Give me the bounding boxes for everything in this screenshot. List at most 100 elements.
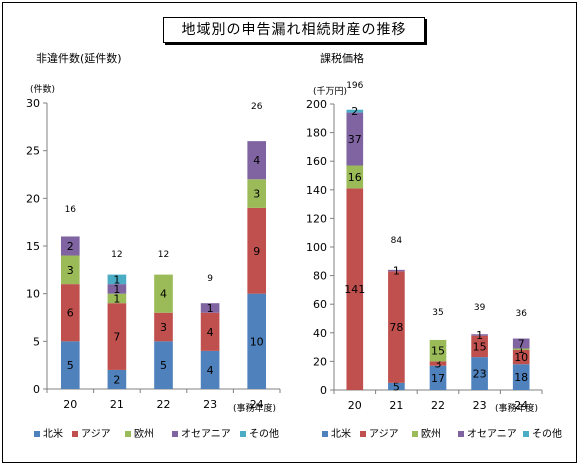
chart1-data-label: 3 <box>67 264 74 277</box>
chart2-bar-segment <box>471 357 488 390</box>
chart1-x-tick-label: 22 <box>157 398 171 411</box>
chart1-bar-segment <box>247 293 267 389</box>
chart2-total-label: 35 <box>432 308 443 318</box>
chart2-bar-segment <box>346 188 364 390</box>
chart1-bar-segment <box>60 236 80 256</box>
chart2-bar-segment <box>346 112 364 166</box>
chart1-total-label: 26 <box>251 102 263 112</box>
chart2-bar-segment <box>429 365 447 390</box>
chart1-data-label: 1 <box>113 292 120 305</box>
chart1-legend-swatch <box>72 431 78 437</box>
chart1-bar-segment <box>107 303 127 370</box>
chart2-total-label: 196 <box>346 81 363 91</box>
chart2-y-tick-label: 60 <box>313 298 327 311</box>
chart2-bar-segment <box>388 382 405 390</box>
chart2-y-tick-label: 40 <box>313 327 327 340</box>
chart1-legend-label: 欧州 <box>134 428 154 440</box>
chart1-data-label: 4 <box>207 364 214 377</box>
chart2-title: 課税価格 <box>320 51 364 65</box>
chart2-ylabel: (千万円) <box>313 86 347 97</box>
chart2-bar-segment <box>512 338 530 349</box>
chart1-bar-segment <box>107 369 127 389</box>
chart1-data-label: 7 <box>113 331 120 344</box>
chart1-bar-segment <box>247 141 267 180</box>
chart2-total-label: 39 <box>474 303 486 313</box>
chart2-data-label: 141 <box>344 283 365 296</box>
chart1-bar-segment <box>60 284 80 342</box>
chart2-data-label: 10 <box>514 351 528 364</box>
chart1-y-tick-label: 20 <box>26 192 40 205</box>
chart2-total-label: 84 <box>391 236 403 246</box>
chart2-bar-segment <box>346 109 364 113</box>
chart1-xlabel: (事務年度) <box>233 402 276 414</box>
chart1-bar-segment <box>247 179 267 208</box>
chart1-data-label: 2 <box>67 240 74 253</box>
chart1-bar-segment <box>200 312 220 351</box>
chart1-bar-segment <box>154 341 173 389</box>
chart2-y-tick-label: 80 <box>313 270 327 283</box>
chart1-bar-segment <box>154 312 173 342</box>
main-title: 地域別の申告漏れ相続財産の推移 <box>163 17 425 43</box>
chart1-bar-segment <box>200 303 220 313</box>
chart1-data-label: 2 <box>113 373 120 386</box>
chart2-y-tick-label: 180 <box>306 127 327 140</box>
chart1-data-label: 1 <box>113 283 120 296</box>
chart1-bar-segment <box>60 255 80 285</box>
chart1-x-tick-label: 21 <box>110 398 124 411</box>
chart1-legend-swatch <box>125 431 131 437</box>
chart2-bar-segment <box>512 349 530 365</box>
chart1-bar-segment <box>107 284 127 294</box>
chart2-legend-label: オセアニア <box>467 428 517 440</box>
chart2-data-label: 23 <box>473 368 487 381</box>
chart2-y-tick-label: 20 <box>313 355 327 368</box>
chart2-x-tick-label: 23 <box>473 399 487 412</box>
chart1-data-label: 10 <box>250 335 264 348</box>
chart2-x-tick-label: 21 <box>389 399 403 412</box>
chart1-y-tick-label: 10 <box>26 288 40 301</box>
chart1-legend-label: オセアニア <box>181 428 231 440</box>
chart2-legend-label: 北米 <box>331 427 351 440</box>
chart1-data-label: 4 <box>160 288 167 301</box>
chart2-data-label: 37 <box>348 133 362 146</box>
chart2-total-label: 36 <box>515 309 527 319</box>
chart1-data-label: 4 <box>253 154 260 167</box>
chart1-bar-segment <box>107 293 127 304</box>
chart2-legend-swatch <box>322 431 328 437</box>
chart2-legend-swatch <box>458 431 464 437</box>
chart2-bar-segment <box>512 364 530 390</box>
chart2-y-tick-label: 0 <box>320 384 327 397</box>
chart1-total-label: 12 <box>111 250 122 260</box>
chart1-data-label: 3 <box>160 321 167 334</box>
chart1-legend-label: 北米 <box>43 427 63 440</box>
chart1-bar-segment <box>200 350 220 389</box>
chart2-bar-segment <box>429 361 447 366</box>
chart1-x-tick-label: 24 <box>250 398 264 411</box>
chart2-y-tick-label: 140 <box>306 184 327 197</box>
chart2-legend-swatch <box>360 431 366 437</box>
chart2-y-tick-label: 200 <box>306 98 327 111</box>
chart2-y-tick-label: 120 <box>306 212 327 225</box>
chart2-bar-segment <box>388 269 405 272</box>
chart1-ylabel: (件数) <box>30 83 55 95</box>
chart1-legend-swatch <box>34 431 40 437</box>
chart2-data-label: 5 <box>393 380 400 393</box>
chart1-bar-segment <box>60 341 80 389</box>
chart2-legend-label: アジア <box>369 429 399 440</box>
chart1-total-label: 9 <box>207 274 213 284</box>
chart1-data-label: 5 <box>160 359 167 372</box>
chart1-data-label: 5 <box>67 359 74 372</box>
chart2-data-label: 3 <box>435 358 442 371</box>
chart2-data-label: 78 <box>389 321 403 334</box>
chart2-legend-swatch <box>523 431 529 437</box>
chart1-data-label: 9 <box>253 245 260 258</box>
chart2-data-label: 18 <box>514 371 528 384</box>
chart2-legend-label: 欧州 <box>421 428 441 440</box>
chart2-xlabel: (事務年度) <box>495 402 538 414</box>
chart2-y-tick-label: 100 <box>306 241 327 254</box>
chart1-title: 非違件数(延件数) <box>36 52 122 65</box>
chart1-data-label: 1 <box>207 302 214 315</box>
chart1-y-tick-label: 30 <box>26 97 40 110</box>
chart2-data-label: 1 <box>393 265 400 278</box>
